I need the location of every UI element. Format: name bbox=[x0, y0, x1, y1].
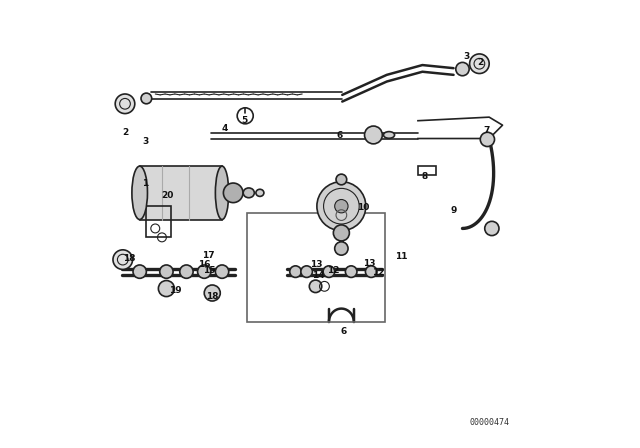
Text: 13: 13 bbox=[310, 259, 323, 268]
Circle shape bbox=[480, 132, 495, 146]
Circle shape bbox=[216, 265, 228, 278]
Circle shape bbox=[317, 182, 366, 231]
Circle shape bbox=[365, 126, 382, 144]
Text: 9: 9 bbox=[451, 206, 457, 215]
Text: 5: 5 bbox=[241, 116, 248, 125]
Bar bbox=[320, 204, 362, 215]
Circle shape bbox=[113, 250, 132, 269]
Circle shape bbox=[180, 265, 193, 278]
Text: 3: 3 bbox=[464, 52, 470, 60]
Text: 2: 2 bbox=[122, 128, 128, 137]
Circle shape bbox=[365, 266, 377, 277]
Circle shape bbox=[141, 93, 152, 104]
Text: 4: 4 bbox=[221, 124, 227, 133]
Text: 18: 18 bbox=[123, 254, 136, 263]
Text: 12: 12 bbox=[372, 267, 384, 276]
Ellipse shape bbox=[132, 166, 147, 220]
Text: 11: 11 bbox=[395, 252, 407, 261]
Circle shape bbox=[484, 221, 499, 236]
Text: 19: 19 bbox=[169, 286, 182, 295]
Circle shape bbox=[333, 225, 349, 241]
Circle shape bbox=[290, 266, 301, 277]
Text: 6: 6 bbox=[340, 327, 346, 336]
Text: 15: 15 bbox=[204, 266, 216, 275]
Text: 14: 14 bbox=[312, 271, 324, 280]
Circle shape bbox=[158, 280, 175, 297]
Bar bbox=[147, 206, 171, 237]
Text: 3: 3 bbox=[142, 137, 148, 146]
Text: 8: 8 bbox=[422, 172, 428, 181]
Circle shape bbox=[198, 265, 211, 278]
Circle shape bbox=[336, 174, 347, 185]
Circle shape bbox=[133, 265, 147, 278]
Text: 00000474: 00000474 bbox=[469, 418, 509, 426]
Ellipse shape bbox=[216, 166, 228, 220]
Circle shape bbox=[470, 54, 489, 73]
Circle shape bbox=[335, 242, 348, 255]
Text: 6: 6 bbox=[337, 131, 343, 140]
Ellipse shape bbox=[243, 188, 254, 198]
Circle shape bbox=[456, 62, 469, 76]
Text: 7: 7 bbox=[484, 126, 490, 135]
Text: 1: 1 bbox=[142, 180, 148, 189]
Text: 18: 18 bbox=[206, 292, 218, 301]
Circle shape bbox=[346, 266, 357, 277]
Text: 16: 16 bbox=[198, 259, 211, 268]
Circle shape bbox=[160, 265, 173, 278]
Bar bbox=[418, 166, 436, 175]
Circle shape bbox=[223, 183, 243, 202]
Text: 2: 2 bbox=[477, 58, 484, 67]
Circle shape bbox=[204, 285, 220, 301]
Circle shape bbox=[335, 199, 348, 213]
Text: 12: 12 bbox=[327, 266, 340, 275]
Ellipse shape bbox=[383, 132, 395, 138]
Bar bbox=[140, 166, 222, 220]
Text: 13: 13 bbox=[363, 258, 375, 267]
Circle shape bbox=[309, 280, 322, 293]
Text: 10: 10 bbox=[357, 202, 369, 211]
Ellipse shape bbox=[256, 189, 264, 196]
Text: 20: 20 bbox=[161, 190, 174, 199]
Bar bbox=[246, 213, 385, 322]
Text: 17: 17 bbox=[202, 251, 215, 260]
Circle shape bbox=[323, 266, 335, 277]
Circle shape bbox=[115, 94, 135, 114]
Circle shape bbox=[301, 266, 312, 277]
